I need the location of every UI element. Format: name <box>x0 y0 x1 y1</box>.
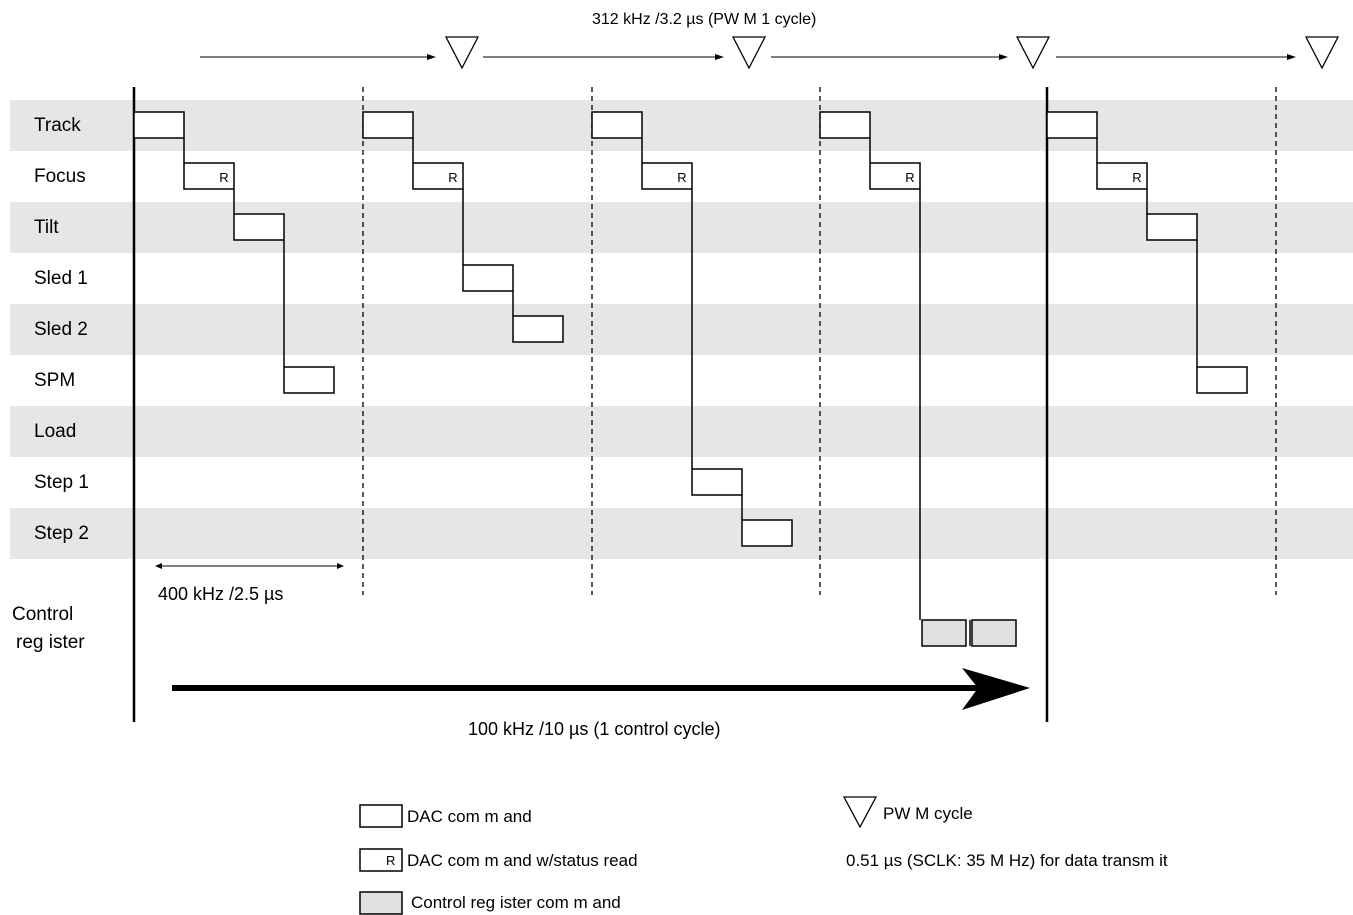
slot-duration-arrowhead-left <box>155 563 162 569</box>
row-label-sled-2: Sled 2 <box>34 319 88 340</box>
legend-control-label: Control reg ister com m and <box>411 893 621 912</box>
row-label-tilt: Tilt <box>34 217 59 238</box>
legend-dac-status-swatch <box>359 848 403 872</box>
legend-dac-label: DAC com m and <box>407 807 532 826</box>
legend-control-swatch <box>359 891 403 915</box>
dac-command-box-tilt-1 <box>233 213 285 241</box>
dac-status-read-command-box-focus-3 <box>641 162 693 190</box>
legend-dac-swatch <box>359 804 403 828</box>
pwm-arrowhead-1 <box>427 54 436 60</box>
control-register-command-box-4-3 <box>921 619 967 647</box>
row-label-step-2: Step 2 <box>34 523 89 544</box>
status-read-marker-2: R <box>448 170 457 185</box>
dac-status-read-command-box-focus-1 <box>183 162 235 190</box>
legend-pwm-label: PW M cycle <box>883 804 973 823</box>
control-cycle-arrow <box>172 668 1030 710</box>
row-band-sled-2 <box>10 304 1353 355</box>
slot-duration-marker <box>155 563 344 569</box>
legend-pwm-triangle <box>842 796 878 829</box>
row-band-load <box>10 406 1353 457</box>
dac-command-box-spm-1 <box>283 366 335 394</box>
control-register-label-line2: reg ister <box>16 632 85 653</box>
slot-dividers <box>132 87 1277 722</box>
dac-command-box-tilt-5 <box>1146 213 1198 241</box>
pwm-cycle-row <box>200 36 1340 70</box>
slot-duration-caption: 400 kHz /2.5 µs <box>158 584 283 604</box>
dac-command-box-track-1 <box>133 111 185 139</box>
row-label-spm: SPM <box>34 370 75 391</box>
row-band-step-2 <box>10 508 1353 559</box>
dac-status-read-command-box-focus-4 <box>869 162 921 190</box>
legend-dac-status-label: DAC com m and w/status read <box>407 851 638 870</box>
dac-command-box-track-5 <box>1046 111 1098 139</box>
dac-command-box-sled-2-2 <box>512 315 564 343</box>
row-label-track: Track <box>34 115 81 136</box>
row-bands <box>10 100 1353 559</box>
pwm-cycle-marker-1 <box>444 36 480 70</box>
legend-sclk-note: 0.51 µs (SCLK: 35 M Hz) for data transm … <box>846 851 1168 870</box>
pwm-arrowhead-3 <box>999 54 1008 60</box>
control-cycle-caption: 100 kHz /10 µs (1 control cycle) <box>468 719 720 739</box>
dac-status-read-command-box-focus-2 <box>412 162 464 190</box>
dac-command-box-step-2-3 <box>741 519 793 547</box>
dac-status-read-command-box-focus-5 <box>1096 162 1148 190</box>
pwm-cycle-marker-2 <box>731 36 767 70</box>
row-label-step-1: Step 1 <box>34 472 89 493</box>
status-read-marker-1: R <box>219 170 228 185</box>
dac-command-box-sled-1-2 <box>462 264 514 292</box>
row-label-load: Load <box>34 421 76 442</box>
pwm-cycle-marker-3 <box>1015 36 1051 70</box>
legend-r-marker: R <box>386 853 395 868</box>
row-label-focus: Focus <box>34 166 86 187</box>
pwm-arrowhead-4 <box>1287 54 1296 60</box>
pwm-arrowhead-2 <box>715 54 724 60</box>
dac-command-box-track-2 <box>362 111 414 139</box>
dac-command-box-track-4 <box>819 111 871 139</box>
dac-command-box-spm-5 <box>1196 366 1248 394</box>
status-read-marker-5: R <box>1132 170 1141 185</box>
control-register-label-line1: Control <box>12 604 73 625</box>
row-band-track <box>10 100 1353 151</box>
control-register-command-box-4-4 <box>971 619 1017 647</box>
pwm-period-caption: 312 kHz /3.2 µs (PW M 1 cycle) <box>592 11 816 28</box>
control-cycle-arrowhead <box>962 668 1030 710</box>
dac-command-box-track-3 <box>591 111 643 139</box>
status-read-marker-3: R <box>677 170 686 185</box>
pwm-cycle-marker-4 <box>1304 36 1340 70</box>
legend: DAC com m and R DAC com m and w/status r… <box>359 796 1168 915</box>
row-label-sled-1: Sled 1 <box>34 268 88 289</box>
status-read-marker-4: R <box>905 170 914 185</box>
slot-duration-arrowhead-right <box>337 563 344 569</box>
dac-command-box-step-1-3 <box>691 468 743 496</box>
row-labels: Track Focus Tilt Sled 1 Sled 2 SPM Load Step 1 S… <box>34 115 89 544</box>
